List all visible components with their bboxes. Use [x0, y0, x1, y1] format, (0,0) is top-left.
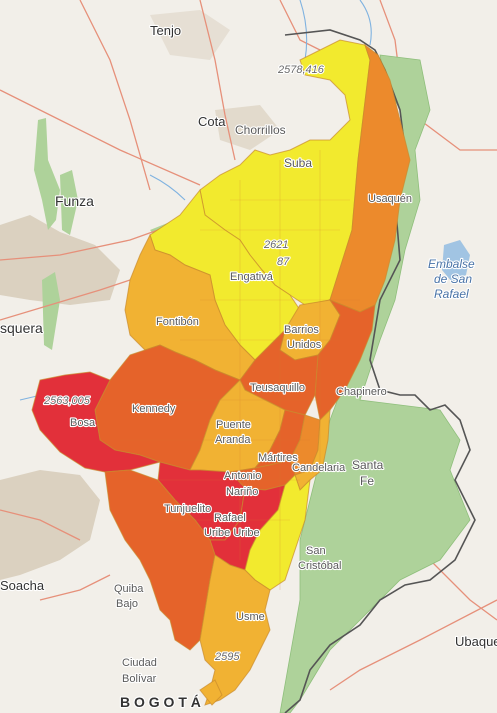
label-sancristobal-1: San	[306, 545, 326, 557]
label-narino-2: Nariño	[226, 486, 258, 498]
district-bosa[interactable]	[31, 371, 162, 473]
place-labels: Tenjo Cota Chorrillos Suba Funza squera …	[0, 22, 497, 711]
localities	[31, 39, 411, 706]
label-bogota: B O G O T Á	[120, 694, 201, 710]
locality-labels: Usaquén Engativá Fontibón Barrios Unidos…	[69, 192, 413, 686]
city-boundary	[284, 29, 476, 713]
label-puente-2: Aranda	[215, 434, 251, 446]
label-fontibon: Fontibón	[156, 316, 199, 328]
label-barrios-2: Unidos	[287, 339, 322, 351]
district-usaquen[interactable]	[329, 43, 411, 313]
label-elev-3: 87	[277, 256, 290, 268]
label-rafael-1: Rafael	[214, 512, 246, 524]
label-elev-5: 2595	[214, 651, 240, 663]
district-san-cristobal[interactable]	[244, 474, 311, 591]
label-reservoir-1: Embalse	[428, 257, 475, 271]
label-elev-4: 2563,005	[43, 395, 91, 407]
district-usme-south[interactable]	[199, 679, 223, 706]
label-sancristobal-2: Cristóbal	[298, 560, 341, 572]
label-usme: Usme	[236, 611, 265, 623]
label-reservoir-2: de San	[434, 272, 472, 286]
street-grid	[120, 150, 360, 590]
label-usaquen: Usaquén	[368, 193, 412, 205]
label-candelaria: Candelaria	[292, 462, 346, 474]
label-quiba-2: Bajo	[116, 598, 138, 610]
label-engativa: Engativá	[230, 271, 274, 283]
district-usme[interactable]	[199, 554, 271, 706]
label-bosa: Bosa	[70, 417, 96, 429]
label-tunjuelito: Tunjuelito	[164, 503, 211, 515]
label-mosquera: squera	[0, 320, 43, 336]
label-narino-1: Antonio	[224, 470, 261, 482]
label-ubaque: Ubaque	[455, 634, 497, 649]
label-bolivar-2: Bolívar	[122, 673, 157, 685]
reservoir-shape	[442, 240, 470, 282]
label-puente-1: Puente	[216, 419, 251, 431]
label-reservoir-3: Rafael	[434, 287, 469, 301]
roads	[0, 0, 497, 691]
label-chapinero: Chapinero	[336, 386, 387, 398]
label-santafe-2: Fe	[360, 474, 374, 488]
label-cota: Cota	[198, 114, 226, 129]
label-funza: Funza	[55, 193, 94, 209]
label-tenjo: Tenjo	[150, 23, 181, 38]
label-suba: Suba	[284, 156, 312, 170]
label-rafael-2: Uribe Uribe	[204, 527, 260, 539]
label-barrios-1: Barrios	[284, 324, 319, 336]
label-chorrillos: Chorrillos	[235, 123, 286, 137]
label-bolivar-1: Ciudad	[122, 657, 157, 669]
label-soacha: Soacha	[0, 578, 45, 593]
label-elev-2: 2621	[263, 239, 288, 251]
label-elev-1: 2578,416	[277, 64, 325, 76]
label-martires: Mártires	[258, 452, 298, 464]
label-kennedy: Kennedy	[132, 403, 176, 415]
label-santafe-1: Santa	[352, 458, 384, 472]
label-quiba-1: Quiba	[114, 583, 144, 595]
label-teusaquillo: Teusaquillo	[250, 382, 305, 394]
